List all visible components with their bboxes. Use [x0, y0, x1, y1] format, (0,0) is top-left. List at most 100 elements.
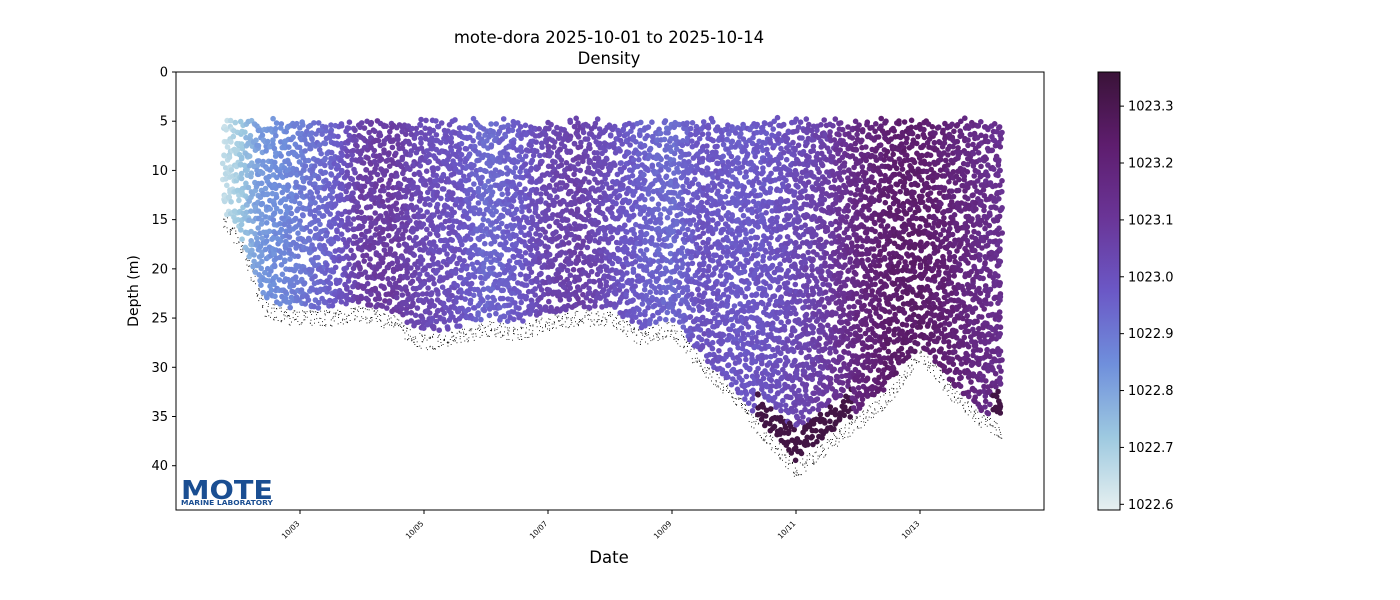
profile-bottom-dot — [974, 421, 976, 422]
profile-bottom-dot — [507, 334, 509, 336]
profile-bottom-dot — [485, 326, 486, 328]
profile-bottom-dot — [766, 442, 768, 444]
profile-bottom-dot — [711, 376, 713, 378]
profile-bottom-dot — [802, 463, 804, 465]
density-point — [435, 232, 441, 239]
profile-bottom-dot — [496, 329, 498, 330]
density-point — [281, 221, 288, 228]
density-point — [273, 273, 279, 280]
density-point — [575, 257, 582, 264]
density-point — [529, 157, 536, 164]
density-point — [522, 161, 529, 167]
profile-bottom-dot — [898, 379, 900, 381]
density-point — [586, 179, 592, 185]
profile-bottom-dot — [326, 312, 328, 313]
profile-bottom-dot — [689, 350, 691, 352]
density-point — [268, 268, 274, 274]
profile-bottom-dot — [716, 386, 718, 388]
profile-bottom-dot — [532, 335, 533, 337]
profile-bottom-dot — [827, 439, 829, 441]
profile-bottom-dot — [934, 364, 936, 366]
profile-bottom-dot — [493, 322, 495, 323]
density-point — [445, 326, 451, 332]
profile-bottom-dot — [819, 454, 821, 456]
profile-bottom-dot — [696, 357, 698, 359]
profile-bottom-dot — [683, 336, 684, 337]
density-point — [556, 233, 563, 240]
density-point — [251, 252, 257, 258]
profile-bottom-dot — [288, 323, 290, 325]
profile-bottom-dot — [858, 427, 860, 429]
profile-bottom-dot — [996, 423, 998, 425]
density-point — [638, 119, 644, 126]
profile-bottom-dot — [513, 329, 514, 331]
density-point — [384, 305, 390, 311]
density-point — [510, 198, 517, 204]
profile-bottom-dot — [863, 410, 864, 412]
density-point — [434, 208, 441, 215]
density-point — [458, 151, 465, 158]
profile-bottom-dot — [569, 326, 570, 328]
profile-bottom-dot — [946, 390, 948, 392]
profile-bottom-dot — [454, 339, 455, 340]
density-point — [475, 200, 482, 206]
profile-bottom-dot — [463, 336, 465, 337]
profile-bottom-dot — [728, 392, 729, 393]
density-point — [282, 289, 289, 295]
density-point — [482, 240, 488, 247]
density-point — [558, 162, 565, 168]
density-point — [334, 162, 341, 169]
profile-bottom-dot — [558, 321, 560, 322]
profile-bottom-dot — [678, 339, 679, 341]
density-point — [604, 156, 610, 162]
profile-bottom-dot — [363, 311, 364, 313]
density-point — [397, 181, 404, 188]
density-point — [361, 183, 368, 190]
density-point — [259, 170, 266, 176]
profile-bottom-dot — [748, 413, 750, 415]
profile-bottom-dot — [957, 397, 959, 399]
profile-bottom-dot — [247, 260, 249, 262]
profile-bottom-dot — [951, 400, 953, 402]
profile-bottom-dot — [627, 324, 629, 326]
density-point — [277, 301, 283, 307]
profile-bottom-dot — [475, 328, 477, 330]
profile-bottom-dot — [579, 319, 580, 320]
profile-bottom-dot — [514, 328, 516, 330]
density-point — [479, 280, 485, 286]
profile-bottom-dot — [593, 319, 595, 321]
profile-bottom-dot — [451, 332, 453, 334]
density-point — [258, 282, 264, 289]
profile-bottom-dot — [226, 227, 228, 229]
density-point — [471, 292, 477, 299]
profile-bottom-dot — [588, 314, 590, 316]
density-point — [532, 292, 538, 298]
profile-bottom-dot — [987, 419, 988, 421]
profile-bottom-dot — [549, 319, 551, 320]
profile-bottom-dot — [738, 399, 740, 400]
profile-bottom-dot — [440, 342, 442, 343]
density-point — [417, 122, 424, 128]
profile-bottom-dot — [577, 311, 579, 312]
profile-bottom-dot — [451, 331, 453, 333]
density-point — [278, 153, 284, 159]
profile-bottom-dot — [727, 387, 729, 389]
density-point — [433, 132, 440, 138]
density-point — [222, 165, 229, 171]
profile-bottom-dot — [354, 319, 356, 321]
profile-bottom-dot — [645, 333, 646, 335]
profile-bottom-dot — [504, 331, 505, 333]
profile-bottom-dot — [524, 337, 526, 338]
profile-bottom-dot — [938, 381, 940, 382]
profile-bottom-dot — [718, 377, 720, 379]
profile-bottom-dot — [284, 311, 286, 312]
profile-bottom-dot — [633, 329, 635, 331]
profile-bottom-dot — [785, 457, 787, 459]
profile-bottom-dot — [517, 337, 519, 339]
profile-bottom-dot — [316, 314, 317, 316]
profile-bottom-dot — [973, 414, 975, 416]
density-point — [438, 195, 444, 202]
profile-bottom-dot — [894, 396, 896, 398]
profile-bottom-dot — [929, 367, 930, 369]
profile-bottom-dot — [806, 464, 808, 466]
